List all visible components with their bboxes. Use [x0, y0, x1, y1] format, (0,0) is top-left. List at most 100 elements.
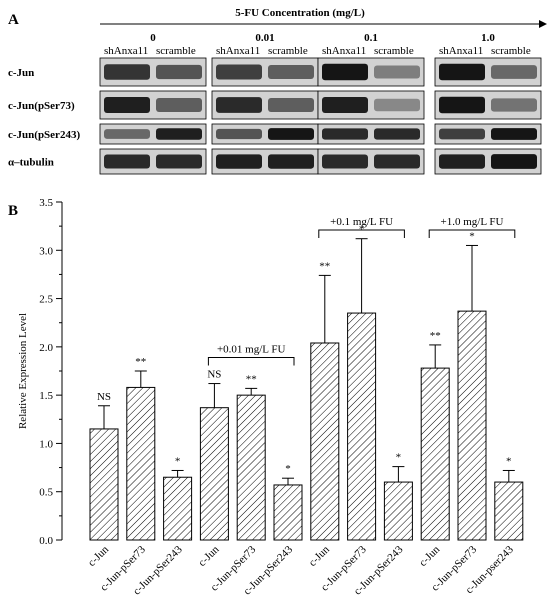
blot-band [374, 154, 420, 169]
y-axis: 0.0 0.5 1.0 1.5 2.0 2.5 3.0 3.5 [39, 197, 63, 547]
blot-band [216, 154, 262, 169]
concentration-label: 0 [150, 32, 156, 44]
bar [383, 481, 413, 541]
significance-label: ** [135, 356, 146, 368]
lane-label: shAnxa11 [216, 45, 260, 57]
panel-a-letter: A [8, 12, 19, 28]
bar [494, 481, 524, 541]
lane-label: shAnxa11 [322, 45, 366, 57]
y-tick-label: 2.0 [39, 342, 53, 354]
lane-label: scramble [156, 45, 196, 57]
blot-band [374, 65, 420, 79]
blot-band [491, 98, 537, 112]
significance-label: * [396, 452, 402, 464]
bar [273, 484, 303, 541]
bars: NS***NS *********** [89, 224, 524, 541]
group-bracket [207, 357, 295, 366]
y-tick-label: 2.5 [39, 294, 53, 306]
significance-label: * [285, 463, 291, 475]
bar [420, 367, 450, 541]
group-bracket [428, 229, 516, 238]
lane-label: scramble [268, 45, 308, 57]
bar [126, 386, 156, 541]
y-tick-label: 3.0 [39, 245, 53, 257]
x-tick-label: c-Jun [307, 543, 333, 569]
blot-band [156, 154, 202, 169]
blot-band [156, 98, 202, 112]
bar [457, 310, 487, 541]
bar-chart: Relative Expression Level 0.0 0.5 1.0 1.5 2.… [17, 197, 524, 597]
blot-band [491, 128, 537, 140]
blot-band [439, 96, 485, 114]
blot-band [268, 154, 314, 169]
blot-row-label: c-Jun(pSer73) [8, 100, 75, 112]
lane-label: shAnxa11 [104, 45, 148, 57]
y-tick-label: 0.5 [39, 487, 53, 499]
lane-label: scramble [491, 45, 531, 57]
blot-band [104, 154, 150, 169]
bar [236, 394, 266, 541]
concentration-title: 5-FU Concentration (mg/L) [235, 7, 365, 19]
blot-band [322, 154, 368, 169]
y-tick-label: 3.5 [39, 197, 53, 209]
significance-label: * [469, 230, 475, 242]
concentration-label: 1.0 [481, 32, 495, 44]
group-label: +0.1 mg/L FU [330, 216, 393, 228]
blot-band [439, 128, 485, 140]
blot-band [491, 65, 537, 79]
group-brackets: +0.01 mg/L FU +0.1 mg/L FU +1.0 mg/L FU [207, 216, 516, 366]
bar [163, 476, 193, 541]
bar [347, 312, 377, 541]
concentration-label: 0.01 [255, 32, 274, 44]
blot-band [216, 64, 262, 80]
panel-b-letter: B [8, 203, 18, 219]
y-tick-label: 1.0 [39, 438, 53, 450]
significance-label: ** [246, 373, 257, 385]
significance-label: ** [319, 260, 330, 272]
blot-band [322, 96, 368, 114]
concentration-label: 0.1 [364, 32, 378, 44]
blot-band [104, 129, 150, 139]
y-axis-label: Relative Expression Level [17, 313, 29, 429]
lane-label: scramble [374, 45, 414, 57]
blot-band [268, 98, 314, 112]
blot-band [439, 154, 485, 169]
bar [310, 342, 340, 541]
y-tick-label: 0.0 [39, 535, 53, 547]
blot-band [216, 128, 262, 140]
blot-band [104, 64, 150, 80]
blot-band [156, 64, 202, 80]
bar [199, 407, 229, 541]
blot-band [156, 128, 202, 140]
blot-row-label: α–tubulin [8, 157, 54, 169]
blot-band [216, 97, 262, 113]
significance-label: ** [430, 330, 441, 342]
blot-band [322, 63, 368, 81]
x-tick-label: c-Jun [86, 543, 112, 569]
blot-band [268, 128, 314, 140]
significance-label: NS [207, 369, 221, 381]
blot-band [268, 65, 314, 79]
blot-band [374, 98, 420, 112]
x-tick-label: c-Jun [417, 543, 443, 569]
bar [89, 428, 119, 541]
significance-label: * [506, 455, 512, 467]
blot-band [322, 128, 368, 140]
significance-label: NS [97, 391, 111, 403]
group-label: +1.0 mg/L FU [441, 216, 504, 228]
y-tick-label: 1.5 [39, 390, 53, 402]
blot-band [374, 128, 420, 140]
group-bracket [318, 229, 405, 238]
blot-band [104, 96, 150, 114]
significance-label: * [175, 455, 181, 467]
blot-row-label: c-Jun [8, 67, 34, 79]
blot-row-label: c-Jun(pSer243) [8, 129, 80, 141]
lane-label: shAnxa11 [439, 45, 483, 57]
group-label: +0.01 mg/L FU [217, 344, 285, 356]
blot-band [491, 154, 537, 169]
x-tick-label: c-Jun [196, 543, 222, 569]
blot-band [439, 63, 485, 81]
